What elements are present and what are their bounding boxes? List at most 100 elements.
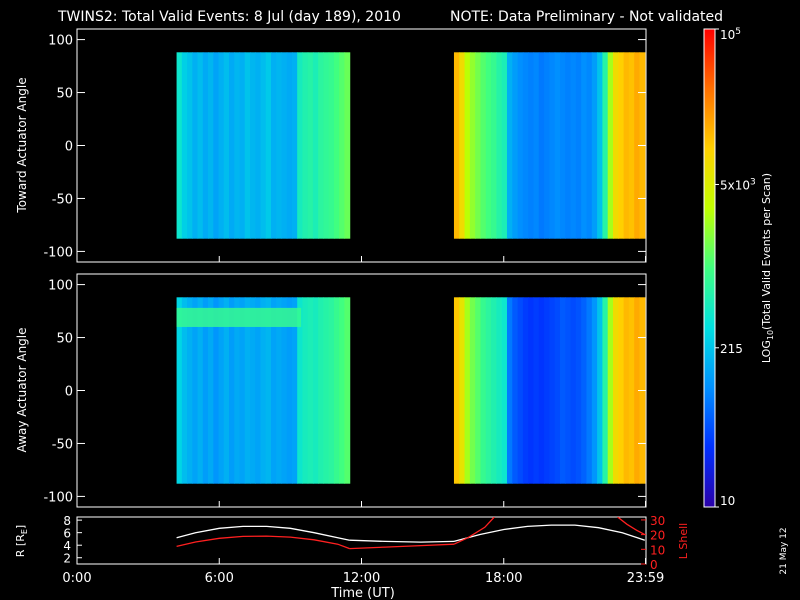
heatmap-column	[469, 52, 476, 239]
lshell-line	[176, 535, 350, 550]
y-tick-label: -100	[43, 245, 73, 260]
heatmap-column	[475, 297, 482, 484]
orbit-right-tick-label: 0	[650, 558, 658, 572]
orbit-left-tick-label: 8	[63, 514, 71, 528]
heatmap-column	[538, 52, 545, 239]
lshell-line	[349, 543, 455, 550]
heatmap-column	[634, 52, 641, 239]
heatmap-column	[591, 297, 598, 484]
away-ylabel: Away Actuator Angle	[15, 327, 29, 452]
heatmap-column	[623, 297, 630, 484]
y-tick-label: 100	[48, 279, 73, 294]
orbit-right-tick-label: 30	[650, 514, 665, 528]
toward-heatmap	[176, 52, 646, 239]
heatmap-column	[218, 52, 225, 239]
heatmap-column	[344, 297, 351, 484]
heatmap-column	[318, 297, 325, 484]
heatmap-column	[192, 297, 199, 484]
heatmap-column	[244, 52, 251, 239]
heatmap-column	[485, 297, 492, 484]
colorbar-tick-label: 10	[720, 494, 735, 508]
orbit-left-tick-label: 6	[63, 527, 71, 541]
heatmap-column	[575, 52, 582, 239]
heatmap-column	[286, 52, 293, 239]
heatmap-column	[213, 52, 220, 239]
away-heatmap	[176, 297, 646, 484]
heatmap-column	[181, 52, 188, 239]
heatmap-column	[453, 52, 460, 239]
heatmap-column	[528, 52, 535, 239]
heatmap-column	[176, 297, 183, 484]
heatmap-column	[260, 52, 267, 239]
heatmap-column	[613, 297, 619, 484]
heatmap-column	[229, 52, 235, 239]
heatmap-column	[239, 297, 246, 484]
heatmap-column	[602, 297, 609, 484]
heatmap-column	[634, 297, 641, 484]
heatmap-column	[453, 297, 460, 484]
heatmap-column	[522, 52, 529, 239]
heatmap-column	[517, 297, 524, 484]
heatmap-column	[281, 52, 288, 239]
colorbar	[703, 28, 716, 508]
heatmap-column	[506, 297, 513, 484]
heatmap-column	[581, 52, 588, 239]
heatmap-column	[339, 52, 345, 239]
heatmap-column	[528, 297, 535, 484]
y-tick-label: -50	[52, 192, 73, 207]
radius-line	[349, 539, 455, 543]
radius-line	[453, 524, 646, 543]
heatmap-column	[469, 297, 476, 484]
heatmap-column	[291, 52, 298, 239]
heatmap-column	[208, 52, 214, 239]
heatmap-column	[302, 297, 309, 484]
heatmap-column	[265, 297, 272, 484]
heatmap-column	[333, 297, 340, 484]
heatmap-column	[213, 297, 220, 484]
axes: 100500-50-100100500-50-100864230201000:0…	[43, 34, 665, 586]
heatmap-column	[197, 52, 204, 239]
orbit-lines	[176, 517, 646, 550]
heatmap-column	[270, 297, 277, 484]
heatmap-column	[522, 297, 529, 484]
heatmap-column	[581, 297, 588, 484]
heatmap-column	[491, 52, 497, 239]
heatmap-column	[459, 52, 466, 239]
heatmap-column	[628, 52, 635, 239]
heatmap-column	[229, 297, 235, 484]
heatmap-column	[586, 52, 593, 239]
heatmap-column	[223, 52, 230, 239]
preliminary-note: NOTE: Data Preliminary - Not validated	[450, 9, 723, 25]
heatmap-column	[480, 52, 487, 239]
heatmap-column	[544, 52, 550, 239]
toward-ylabel: Toward Actuator Angle	[15, 77, 29, 213]
heatmap-column	[255, 297, 262, 484]
x-axis-label: Time (UT)	[330, 586, 395, 600]
orbit-right-tick-label: 20	[650, 529, 665, 543]
heatmap-column	[586, 297, 593, 484]
heatmap-column	[192, 52, 199, 239]
heatmap-column	[533, 297, 540, 484]
x-tick-label: 6:00	[205, 571, 234, 586]
heatmap-column	[512, 52, 519, 239]
heatmap-column	[607, 52, 614, 239]
x-tick-label: 18:00	[485, 571, 522, 586]
colorbar-tick-label: 5x103	[720, 177, 756, 192]
heatmap-column	[459, 297, 466, 484]
heatmap-column	[250, 297, 256, 484]
heatmap-column	[276, 297, 283, 484]
heatmap-column	[602, 52, 609, 239]
orbit-left-tick-label: 4	[63, 539, 71, 553]
heatmap-column	[464, 52, 471, 239]
heatmap-column	[260, 297, 267, 484]
heatmap-column	[281, 297, 288, 484]
heatmap-column	[333, 52, 340, 239]
heatmap-column	[538, 297, 545, 484]
y-tick-label: 0	[65, 385, 73, 400]
heatmap-column	[559, 52, 566, 239]
heatmap-column	[181, 297, 188, 484]
colorbar-ticks: 105 5x103 215 10	[715, 27, 756, 508]
heatmap-column	[613, 52, 619, 239]
heatmap-column	[623, 52, 630, 239]
heatmap-column	[501, 297, 508, 484]
